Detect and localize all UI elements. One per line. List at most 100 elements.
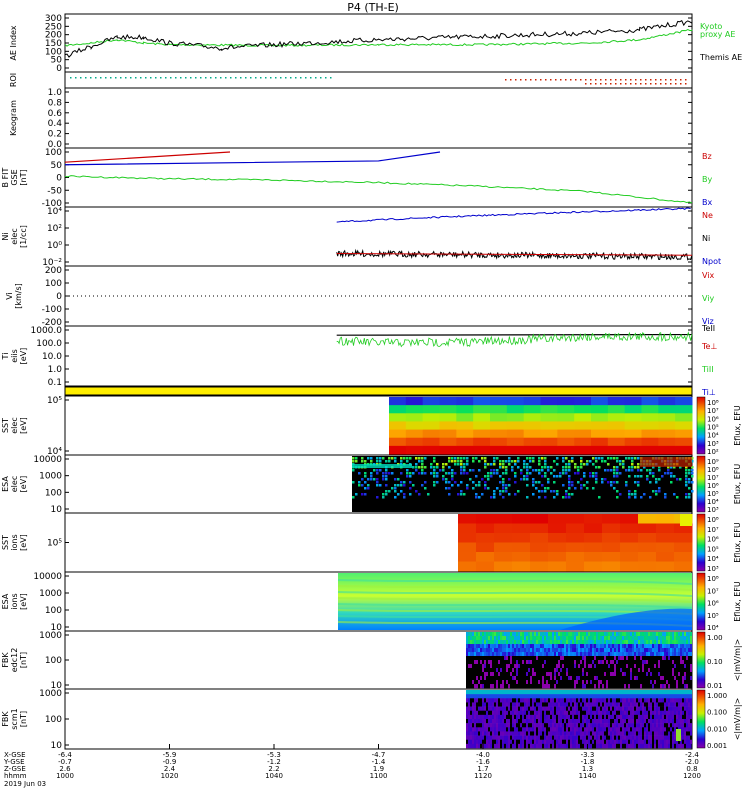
- spectrogram-cell: [688, 684, 690, 689]
- spectrogram-cell: [474, 714, 476, 720]
- y-axis-label-line: ESA: [1, 593, 10, 609]
- spectrogram-cell: [540, 421, 558, 431]
- spectrogram-cell: [550, 731, 552, 736]
- spectrogram-cell: [612, 743, 614, 749]
- spectrogram-cell: [614, 668, 616, 673]
- spectrogram-cell: [634, 466, 637, 469]
- spectrogram-cell: [626, 636, 628, 641]
- spectrogram-cell: [654, 706, 656, 712]
- spectrogram-cell: [648, 684, 650, 689]
- spectrogram-cell: [636, 702, 638, 707]
- spectrogram-cell: [480, 690, 482, 695]
- spectrogram-cell: [660, 723, 662, 728]
- x-tick-label: -4.7: [372, 751, 386, 759]
- spectrogram-cell: [536, 706, 538, 712]
- spectrogram-cell: [608, 640, 610, 645]
- spectrogram-cell: [616, 719, 618, 724]
- spectrogram-cell: [600, 731, 602, 736]
- spectrogram-cell: [656, 523, 675, 534]
- spectrogram-cell: [448, 466, 451, 469]
- spectrogram-cell: [532, 710, 534, 716]
- spectrogram-cell: [620, 542, 639, 553]
- spectrogram-cell: [604, 680, 606, 685]
- spectrogram-cell: [656, 714, 658, 720]
- spectrogram-cell: [486, 636, 488, 641]
- spectrogram-cell: [586, 684, 588, 689]
- spectrogram-cell: [652, 690, 654, 695]
- spectrogram-cell: [568, 710, 570, 716]
- spectrogram-cell: [680, 660, 682, 665]
- spectrogram-cell: [508, 694, 510, 699]
- spectrogram-cell: [486, 739, 488, 745]
- spectrogram-cell: [614, 632, 616, 637]
- colorbar-tick-label: 0.10: [707, 658, 723, 666]
- spectrogram-cell: [566, 533, 585, 543]
- spectrogram-cell: [500, 710, 502, 716]
- spectrogram-cell: [642, 719, 644, 724]
- spectrogram-cell: [496, 469, 499, 472]
- spectrogram-cell: [544, 463, 547, 466]
- spectrogram-cell: [613, 466, 616, 469]
- spectrogram-cell: [620, 739, 622, 745]
- spectrogram-cell: [667, 469, 670, 472]
- spectrogram-cell: [670, 723, 672, 728]
- spectrogram-cell: [630, 680, 632, 685]
- spectrogram-cell: [550, 690, 552, 695]
- roi-dot: [545, 79, 547, 81]
- spectrogram-cell: [504, 710, 506, 716]
- spectrogram-cell: [658, 437, 676, 447]
- roi-dot: [590, 83, 592, 85]
- spectrogram-cell: [508, 702, 510, 707]
- spectrogram-cell: [560, 652, 562, 657]
- spectrogram-cell: [400, 457, 403, 460]
- spectrogram-cell: [668, 727, 670, 732]
- spectrogram-cell: [522, 739, 524, 745]
- spectrogram-cell: [490, 676, 492, 681]
- spectrogram-cell: [544, 680, 546, 685]
- spectrogram-cell: [634, 710, 636, 716]
- spectrogram-cell: [466, 460, 469, 463]
- x-tick-label: -1.2: [267, 758, 281, 766]
- spectrogram-cell: [523, 475, 526, 478]
- spectrogram-cell: [568, 640, 570, 645]
- spectrogram-cell: [470, 743, 472, 749]
- spectrogram-cell: [472, 668, 474, 673]
- spectrogram-cell: [468, 644, 470, 649]
- spectrogram-cell: [520, 644, 522, 649]
- spectrogram-cell: [506, 735, 508, 741]
- spectrogram-cell: [492, 636, 494, 641]
- spectrogram-cell: [504, 698, 506, 703]
- spectrogram-cell: [684, 698, 686, 703]
- spectrogram-cell: [476, 727, 478, 732]
- spectrogram-cell: [538, 719, 540, 724]
- spectrogram-cell: [526, 648, 528, 653]
- y-axis-label-line: FBK: [1, 711, 10, 727]
- spectrogram-cell: [638, 694, 640, 699]
- spectrogram-cell: [499, 475, 502, 478]
- spectrogram-cell: [586, 664, 588, 669]
- spectrogram-cell: [578, 719, 580, 724]
- spectrogram-cell: [548, 702, 550, 707]
- spectrogram-cell: [424, 472, 427, 475]
- spectrogram-cell: [610, 690, 612, 695]
- colorbar-tick-label: 0.01: [707, 682, 723, 690]
- spectrogram-cell: [690, 714, 692, 720]
- spectrogram-cell: [364, 460, 367, 463]
- spectrogram-cell: [502, 460, 505, 463]
- spectrogram-cell: [666, 735, 668, 741]
- roi-dot: [685, 79, 687, 81]
- spectrogram-cell: [478, 684, 480, 689]
- spectrogram-cell: [656, 660, 658, 665]
- spectrogram-band: [640, 457, 692, 467]
- spectrogram-cell: [652, 702, 654, 707]
- spectrogram-cell: [616, 714, 618, 720]
- spectrogram-cell: [514, 668, 516, 673]
- spectrogram-cell: [610, 668, 612, 673]
- spectrogram-cell: [506, 648, 508, 653]
- spectrogram-cell: [532, 743, 534, 749]
- spectrogram-cell: [622, 723, 624, 728]
- spectrogram-cell: [604, 672, 606, 677]
- spectrogram-cell: [658, 636, 660, 641]
- spectrogram-cell: [518, 739, 520, 745]
